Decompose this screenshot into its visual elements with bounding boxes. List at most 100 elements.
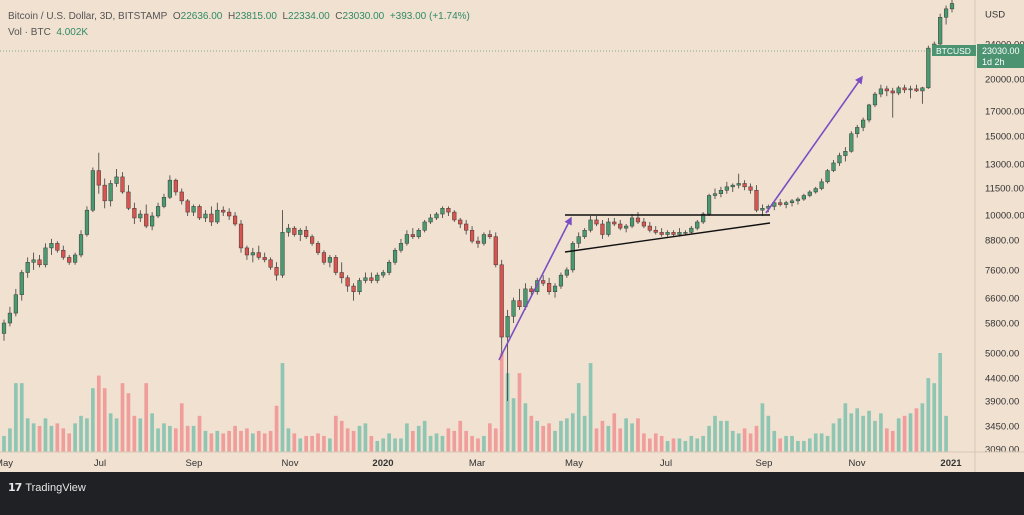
- candle-body: [908, 88, 913, 91]
- candle-body: [671, 232, 676, 235]
- volume-bar: [215, 430, 220, 452]
- candle-body: [310, 236, 315, 244]
- uptrend-arrow-2: [765, 75, 863, 214]
- candle-body: [624, 225, 629, 229]
- volume-bar: [179, 403, 184, 452]
- candle-body: [926, 47, 931, 89]
- volume-bar: [126, 393, 131, 452]
- price-tick-label: 7600.00: [985, 266, 1019, 277]
- volume-bar: [476, 438, 480, 452]
- volume-bar: [855, 408, 860, 452]
- volume-bar: [144, 383, 149, 452]
- volume-bar: [162, 423, 166, 452]
- candle-body: [404, 234, 409, 244]
- candle-body: [819, 181, 824, 189]
- volume-tick-label: 3090.00: [985, 445, 1019, 456]
- volume-bar: [67, 433, 72, 452]
- volume-bar: [168, 425, 172, 452]
- volume-bar: [328, 438, 332, 452]
- candle-body: [736, 183, 741, 186]
- volume-bar: [31, 423, 36, 452]
- candle-body: [232, 215, 238, 225]
- candle-body: [1, 322, 7, 334]
- candle-body: [90, 170, 95, 211]
- volume-bar: [150, 413, 154, 452]
- volume-bar: [594, 428, 599, 452]
- volume-bar: [37, 425, 42, 452]
- candle-body: [31, 259, 36, 263]
- volume-bar: [322, 435, 326, 452]
- volume-bar: [523, 403, 528, 452]
- volume-bar: [547, 423, 551, 452]
- candle-body: [191, 206, 196, 213]
- candle-body: [742, 183, 747, 188]
- candle-body: [215, 209, 220, 223]
- candle-body: [789, 200, 795, 203]
- volume-label: Vol · BTC: [8, 27, 51, 38]
- candle-body: [464, 223, 469, 231]
- candle-body: [7, 312, 13, 324]
- candle-body: [896, 87, 901, 94]
- volume-bar: [837, 418, 842, 452]
- volume-bar: [807, 438, 812, 452]
- volume-bar: [79, 415, 83, 452]
- tradingview-brand[interactable]: 17 TradingView: [8, 481, 86, 494]
- volume-bar: [286, 428, 291, 452]
- candle-body: [321, 252, 327, 263]
- volume-bar: [701, 435, 705, 452]
- candle-body: [96, 170, 101, 186]
- candle-body: [150, 215, 155, 227]
- candle-body: [333, 257, 338, 273]
- candle-body: [635, 217, 641, 223]
- candle-body: [677, 232, 682, 235]
- candle-body: [345, 277, 350, 287]
- volume-bar: [488, 423, 492, 452]
- candle-body: [120, 176, 125, 193]
- candle-body: [73, 254, 78, 263]
- volume-bar: [642, 433, 646, 452]
- candle-body: [203, 213, 208, 219]
- time-tick-label: Jul: [660, 458, 672, 469]
- candle-body: [304, 229, 309, 237]
- close-label: C: [335, 11, 343, 22]
- candle-body: [197, 206, 202, 219]
- candle-body: [61, 249, 66, 258]
- price-tag-box: [977, 44, 1024, 68]
- candle-body: [440, 208, 445, 215]
- volume-bar: [932, 383, 937, 452]
- candle-body: [653, 229, 658, 233]
- candle-body: [712, 193, 718, 196]
- price-tick-label: 15000.00: [985, 132, 1024, 143]
- candle-body: [49, 243, 54, 249]
- candle-body: [564, 269, 569, 276]
- volume-bar: [505, 373, 510, 452]
- price-tick-label: 13000.00: [985, 160, 1024, 171]
- candle-body: [268, 259, 273, 268]
- candle-body: [375, 274, 380, 281]
- symbol-title: Bitcoin / U.S. Dollar, 3D, BITSTAMP: [8, 11, 168, 22]
- candle-body: [689, 227, 694, 233]
- time-tick-label: Jul: [94, 458, 106, 469]
- candle-body: [861, 119, 866, 128]
- candle-body: [221, 209, 226, 213]
- volume-bar: [920, 403, 925, 452]
- volume-bar: [624, 418, 628, 452]
- volume-bar: [926, 378, 931, 452]
- volume-bar: [529, 415, 534, 452]
- candle-body: [754, 189, 759, 211]
- volume-bar: [351, 430, 356, 452]
- price-tag-countdown: 1d 2h: [982, 57, 1005, 67]
- volume-bar: [363, 423, 368, 452]
- volume-bar: [541, 425, 546, 452]
- candle-body: [795, 198, 801, 202]
- volume-bar: [600, 420, 605, 452]
- candle-body: [493, 236, 498, 266]
- candle-body: [13, 294, 18, 314]
- volume-bar: [138, 418, 143, 452]
- time-tick-label: May: [565, 458, 583, 469]
- volume-bar: [310, 435, 314, 452]
- volume-bar: [902, 415, 907, 452]
- price-tag-value: 23030.00: [982, 46, 1020, 56]
